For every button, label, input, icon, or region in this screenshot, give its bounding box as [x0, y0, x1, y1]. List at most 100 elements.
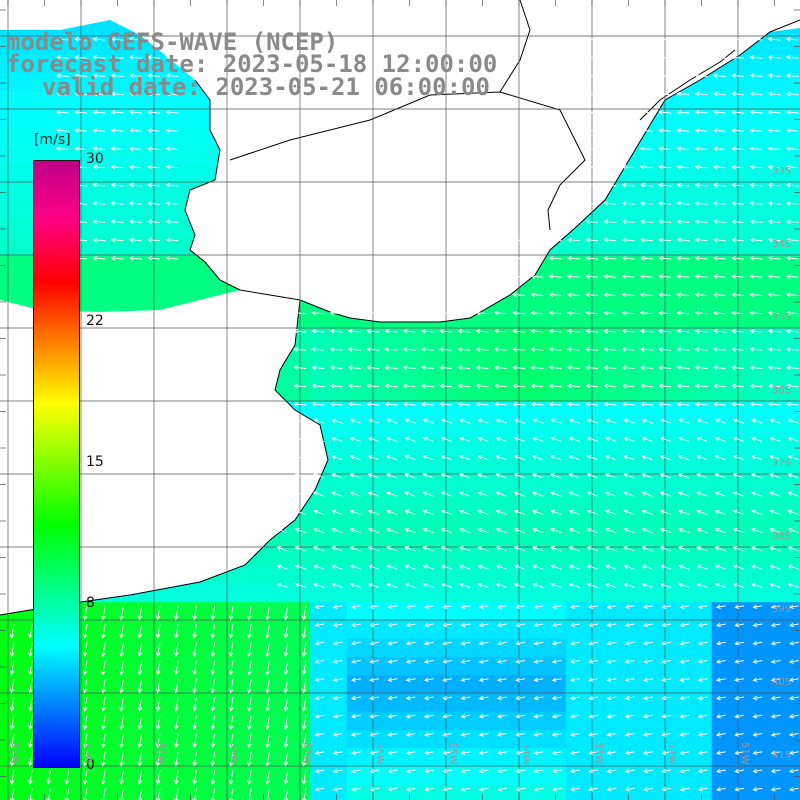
wind-arrow: [712, 237, 726, 243]
wind-arrow: [314, 768, 325, 774]
wind-arrow: [551, 713, 562, 719]
wind-speed-cell: [18, 54, 38, 74]
wind-speed-cell: [273, 657, 293, 676]
wind-arrow: [606, 732, 617, 737]
wind-arrow: [493, 237, 507, 243]
colorbar-tick-label: 0: [86, 757, 95, 773]
wind-speed-cell: [638, 638, 658, 658]
wind-speed-cell: [529, 675, 549, 695]
wind-speed-cell: [492, 547, 512, 567]
wind-arrow: [283, 751, 289, 767]
wind-arrow: [369, 732, 380, 737]
wind-arrow: [350, 677, 361, 683]
wind-arrow: [731, 347, 745, 352]
wind-speed-cell: [766, 675, 786, 695]
wind-arrow: [569, 640, 580, 646]
latitude-label: 36S: [772, 385, 792, 396]
wind-speed-cell: [164, 784, 184, 800]
wind-arrow: [694, 36, 708, 42]
wind-arrow: [712, 347, 726, 352]
coastline-border-north: [499, 0, 531, 93]
wind-arrow: [659, 491, 672, 497]
wind-arrow: [442, 713, 453, 719]
wind-arrow: [367, 473, 380, 479]
wind-speed-cell: [584, 419, 603, 439]
wind-speed-cell: [766, 419, 786, 439]
wind-arrow: [440, 582, 453, 588]
wind-arrow: [624, 713, 635, 719]
wind-arrow: [659, 509, 672, 515]
wind-speed-cell: [182, 748, 202, 768]
wind-arrow: [423, 659, 434, 664]
wind-speed-cell: [18, 146, 38, 165]
wind-speed-cell: [0, 73, 19, 92]
wind-arrow: [495, 436, 507, 442]
wind-speed-cell: [91, 18, 111, 38]
wind-speed-cell: [565, 620, 585, 640]
wind-arrow: [732, 454, 745, 461]
wind-speed-cell: [456, 456, 476, 476]
wind-speed-cell: [419, 419, 439, 439]
wind-arrow: [457, 401, 471, 407]
wind-speed-cell: [273, 547, 293, 567]
wind-arrow: [477, 546, 489, 552]
wind-speed-cell: [730, 456, 749, 476]
wind-speed-cell: [693, 766, 713, 786]
wind-arrow: [550, 527, 562, 534]
wind-arrow: [603, 401, 617, 407]
wind-speed-cell: [474, 638, 494, 658]
wind-arrow: [420, 365, 434, 371]
wind-speed-cell: [237, 675, 257, 695]
wind-arrow: [28, 660, 33, 676]
wind-speed-cell: [200, 784, 220, 800]
wind-arrow: [769, 473, 781, 479]
wind-arrow: [752, 750, 763, 756]
wind-speed-cell: [0, 109, 19, 129]
wind-arrow: [423, 713, 434, 719]
wind-speed-cell: [511, 474, 530, 494]
wind-arrow: [386, 418, 398, 424]
wind-arrow: [624, 677, 635, 683]
wind-speed-cell: [419, 492, 439, 512]
wind-arrow: [477, 454, 489, 461]
wind-arrow: [350, 713, 361, 719]
wind-arrow: [247, 642, 252, 657]
wind-arrow: [585, 255, 599, 261]
wind-arrow: [551, 695, 562, 701]
wind-arrow: [639, 109, 653, 115]
wind-arrow: [405, 768, 416, 774]
wind-speed-cell: [784, 127, 800, 147]
wind-arrow: [347, 401, 361, 407]
wind-arrow: [137, 642, 143, 657]
wind-arrow: [74, 146, 88, 152]
wind-arrow: [714, 509, 726, 515]
wind-arrow: [137, 623, 143, 639]
wind-arrow: [752, 786, 763, 792]
wind-arrow: [301, 623, 307, 639]
wind-arrow: [749, 36, 763, 42]
wind-arrow: [119, 660, 124, 676]
wind-arrow: [767, 201, 781, 206]
wind-arrow: [550, 582, 562, 588]
wind-arrow: [405, 713, 416, 719]
wind-arrow: [715, 622, 726, 628]
wind-arrow: [676, 128, 690, 133]
wind-arrow: [641, 546, 653, 552]
wind-speed-cell: [620, 638, 640, 658]
wind-arrow: [679, 695, 690, 701]
wind-speed-cell: [310, 547, 330, 567]
wind-arrow: [642, 622, 653, 628]
wind-arrow: [712, 109, 726, 115]
wind-speed-cell: [255, 638, 275, 658]
wind-arrow: [715, 695, 726, 701]
coastline-border-uruguay: [229, 91, 586, 231]
wind-speed-cell: [346, 620, 366, 640]
wind-speed-cell: [693, 438, 713, 457]
wind-arrow: [642, 677, 653, 683]
wind-speed-cell: [0, 766, 19, 786]
wind-arrow: [658, 128, 672, 133]
wind-speed-cell: [730, 565, 749, 585]
wind-arrow: [247, 715, 252, 730]
wind-arrow: [101, 751, 106, 767]
wind-arrow: [265, 605, 270, 621]
